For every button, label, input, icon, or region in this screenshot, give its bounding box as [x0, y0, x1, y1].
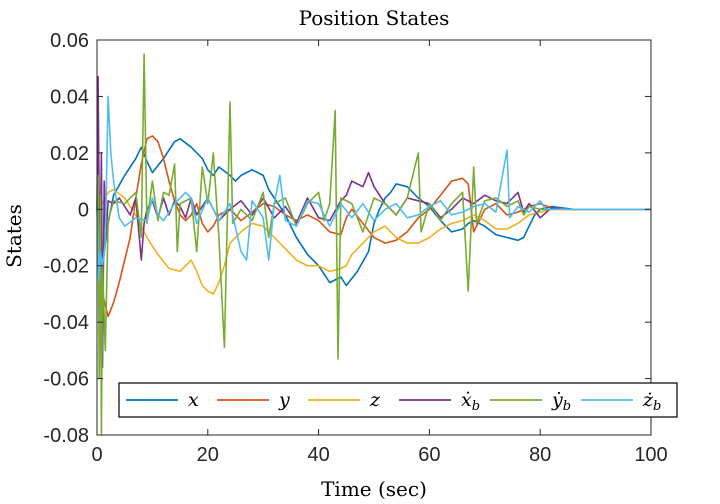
- x-axis-label: Time (sec): [321, 477, 427, 501]
- x-tick-label: 100: [634, 444, 667, 466]
- series-line-3: [96, 75, 651, 369]
- legend-label-3: ẋb: [461, 389, 480, 414]
- series-line-5: [96, 95, 651, 281]
- legend-label-4: ẏb: [551, 389, 571, 414]
- tick-layer: 0 20 40 60 80 100 -0.08 -0.06 -0.04 -0.02 0 0.02 0.0…: [43, 30, 667, 466]
- x-tick-label: 40: [307, 444, 329, 466]
- legend-label-2: z: [369, 389, 381, 411]
- x-tick-label: 0: [91, 444, 102, 466]
- legend-label-5: żb: [642, 389, 661, 414]
- y-tick-label: -0.02: [43, 256, 89, 278]
- y-tick-label: 0: [78, 199, 89, 221]
- y-tick-label: 0.02: [50, 143, 89, 165]
- y-tick-label: -0.04: [43, 312, 89, 334]
- series-line-2: [96, 188, 651, 295]
- y-tick-label: 0.04: [50, 86, 89, 108]
- y-tick-label: -0.06: [43, 369, 89, 391]
- plot-area-frame: [96, 39, 652, 436]
- y-axis-label: States: [2, 204, 26, 268]
- chart-title: Position States: [299, 6, 450, 30]
- series-layer: [96, 53, 651, 436]
- series-line-4: [96, 53, 651, 436]
- series-line-0: [96, 138, 651, 287]
- legend-label-0: x: [188, 389, 199, 411]
- x-tick-label: 80: [529, 444, 551, 466]
- x-tick-label: 60: [418, 444, 440, 466]
- legend: x y z ẋb ẏb żb: [118, 382, 678, 418]
- legend-items: x y z ẋb ẏb żb: [126, 389, 661, 414]
- x-tick-label: 20: [197, 444, 219, 466]
- y-tick-label: -0.08: [43, 425, 89, 447]
- y-tick-label: 0.06: [50, 30, 89, 52]
- legend-label-1: y: [278, 389, 290, 411]
